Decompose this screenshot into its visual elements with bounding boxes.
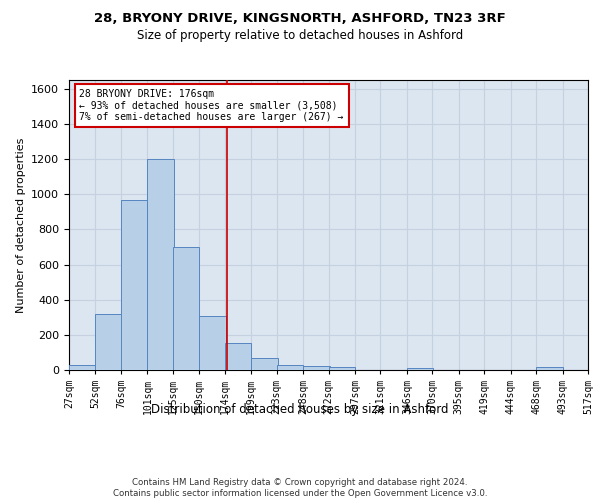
- Y-axis label: Number of detached properties: Number of detached properties: [16, 138, 26, 312]
- Text: 28, BRYONY DRIVE, KINGSNORTH, ASHFORD, TN23 3RF: 28, BRYONY DRIVE, KINGSNORTH, ASHFORD, T…: [94, 12, 506, 26]
- Bar: [277, 364, 303, 370]
- Bar: [251, 358, 278, 370]
- Bar: [303, 366, 329, 370]
- Bar: [173, 247, 199, 370]
- Bar: [224, 343, 251, 370]
- Bar: [407, 368, 433, 370]
- Bar: [536, 368, 563, 370]
- Bar: [95, 314, 122, 370]
- Bar: [329, 368, 355, 370]
- Bar: [121, 200, 148, 370]
- Bar: [199, 316, 226, 370]
- Bar: [148, 159, 174, 370]
- Text: Distribution of detached houses by size in Ashford: Distribution of detached houses by size …: [151, 402, 449, 415]
- Text: Contains HM Land Registry data © Crown copyright and database right 2024.
Contai: Contains HM Land Registry data © Crown c…: [113, 478, 487, 498]
- Text: Size of property relative to detached houses in Ashford: Size of property relative to detached ho…: [137, 29, 463, 42]
- Text: 28 BRYONY DRIVE: 176sqm
← 93% of detached houses are smaller (3,508)
7% of semi-: 28 BRYONY DRIVE: 176sqm ← 93% of detache…: [79, 88, 344, 122]
- Bar: [69, 364, 95, 370]
